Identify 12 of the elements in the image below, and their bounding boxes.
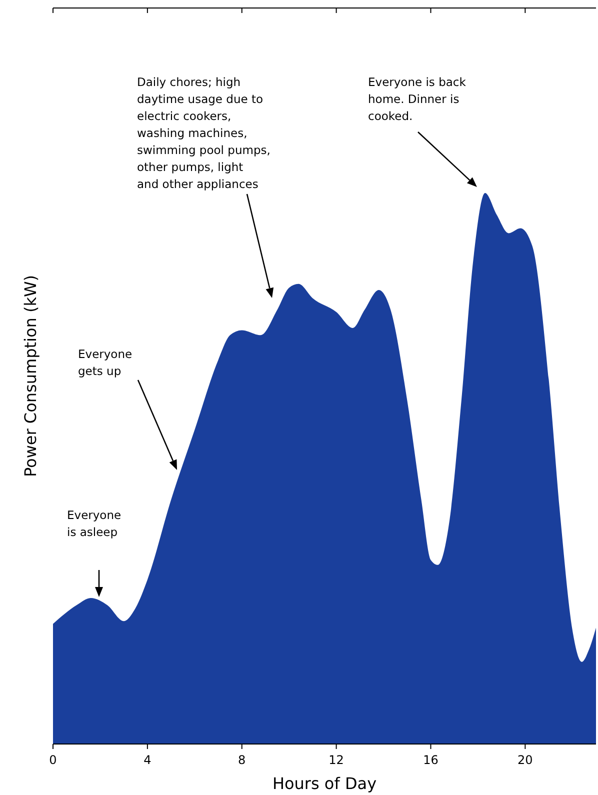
annotation: Everyone gets up [78, 347, 132, 378]
x-axis-title: Hours of Day [272, 774, 377, 793]
x-tick-label: 16 [423, 753, 438, 767]
text: Everyone is back home. Dinner is cooked. [368, 75, 466, 123]
x-tick-label: 12 [328, 753, 344, 767]
x-tick-label: 20 [518, 753, 533, 767]
x-tick-label: 4 [144, 753, 152, 767]
x-tick-label: 0 [49, 753, 57, 767]
y-axis-title: Power Consumption (kW) [21, 274, 40, 478]
annotation: Everyone is asleep [67, 508, 122, 539]
x-tick-label: 8 [238, 753, 246, 767]
text: Daily chores; high daytime usage due to electric cookers, washing machines, swimming pool pumps, other pumps, light and other appliances [137, 75, 270, 191]
